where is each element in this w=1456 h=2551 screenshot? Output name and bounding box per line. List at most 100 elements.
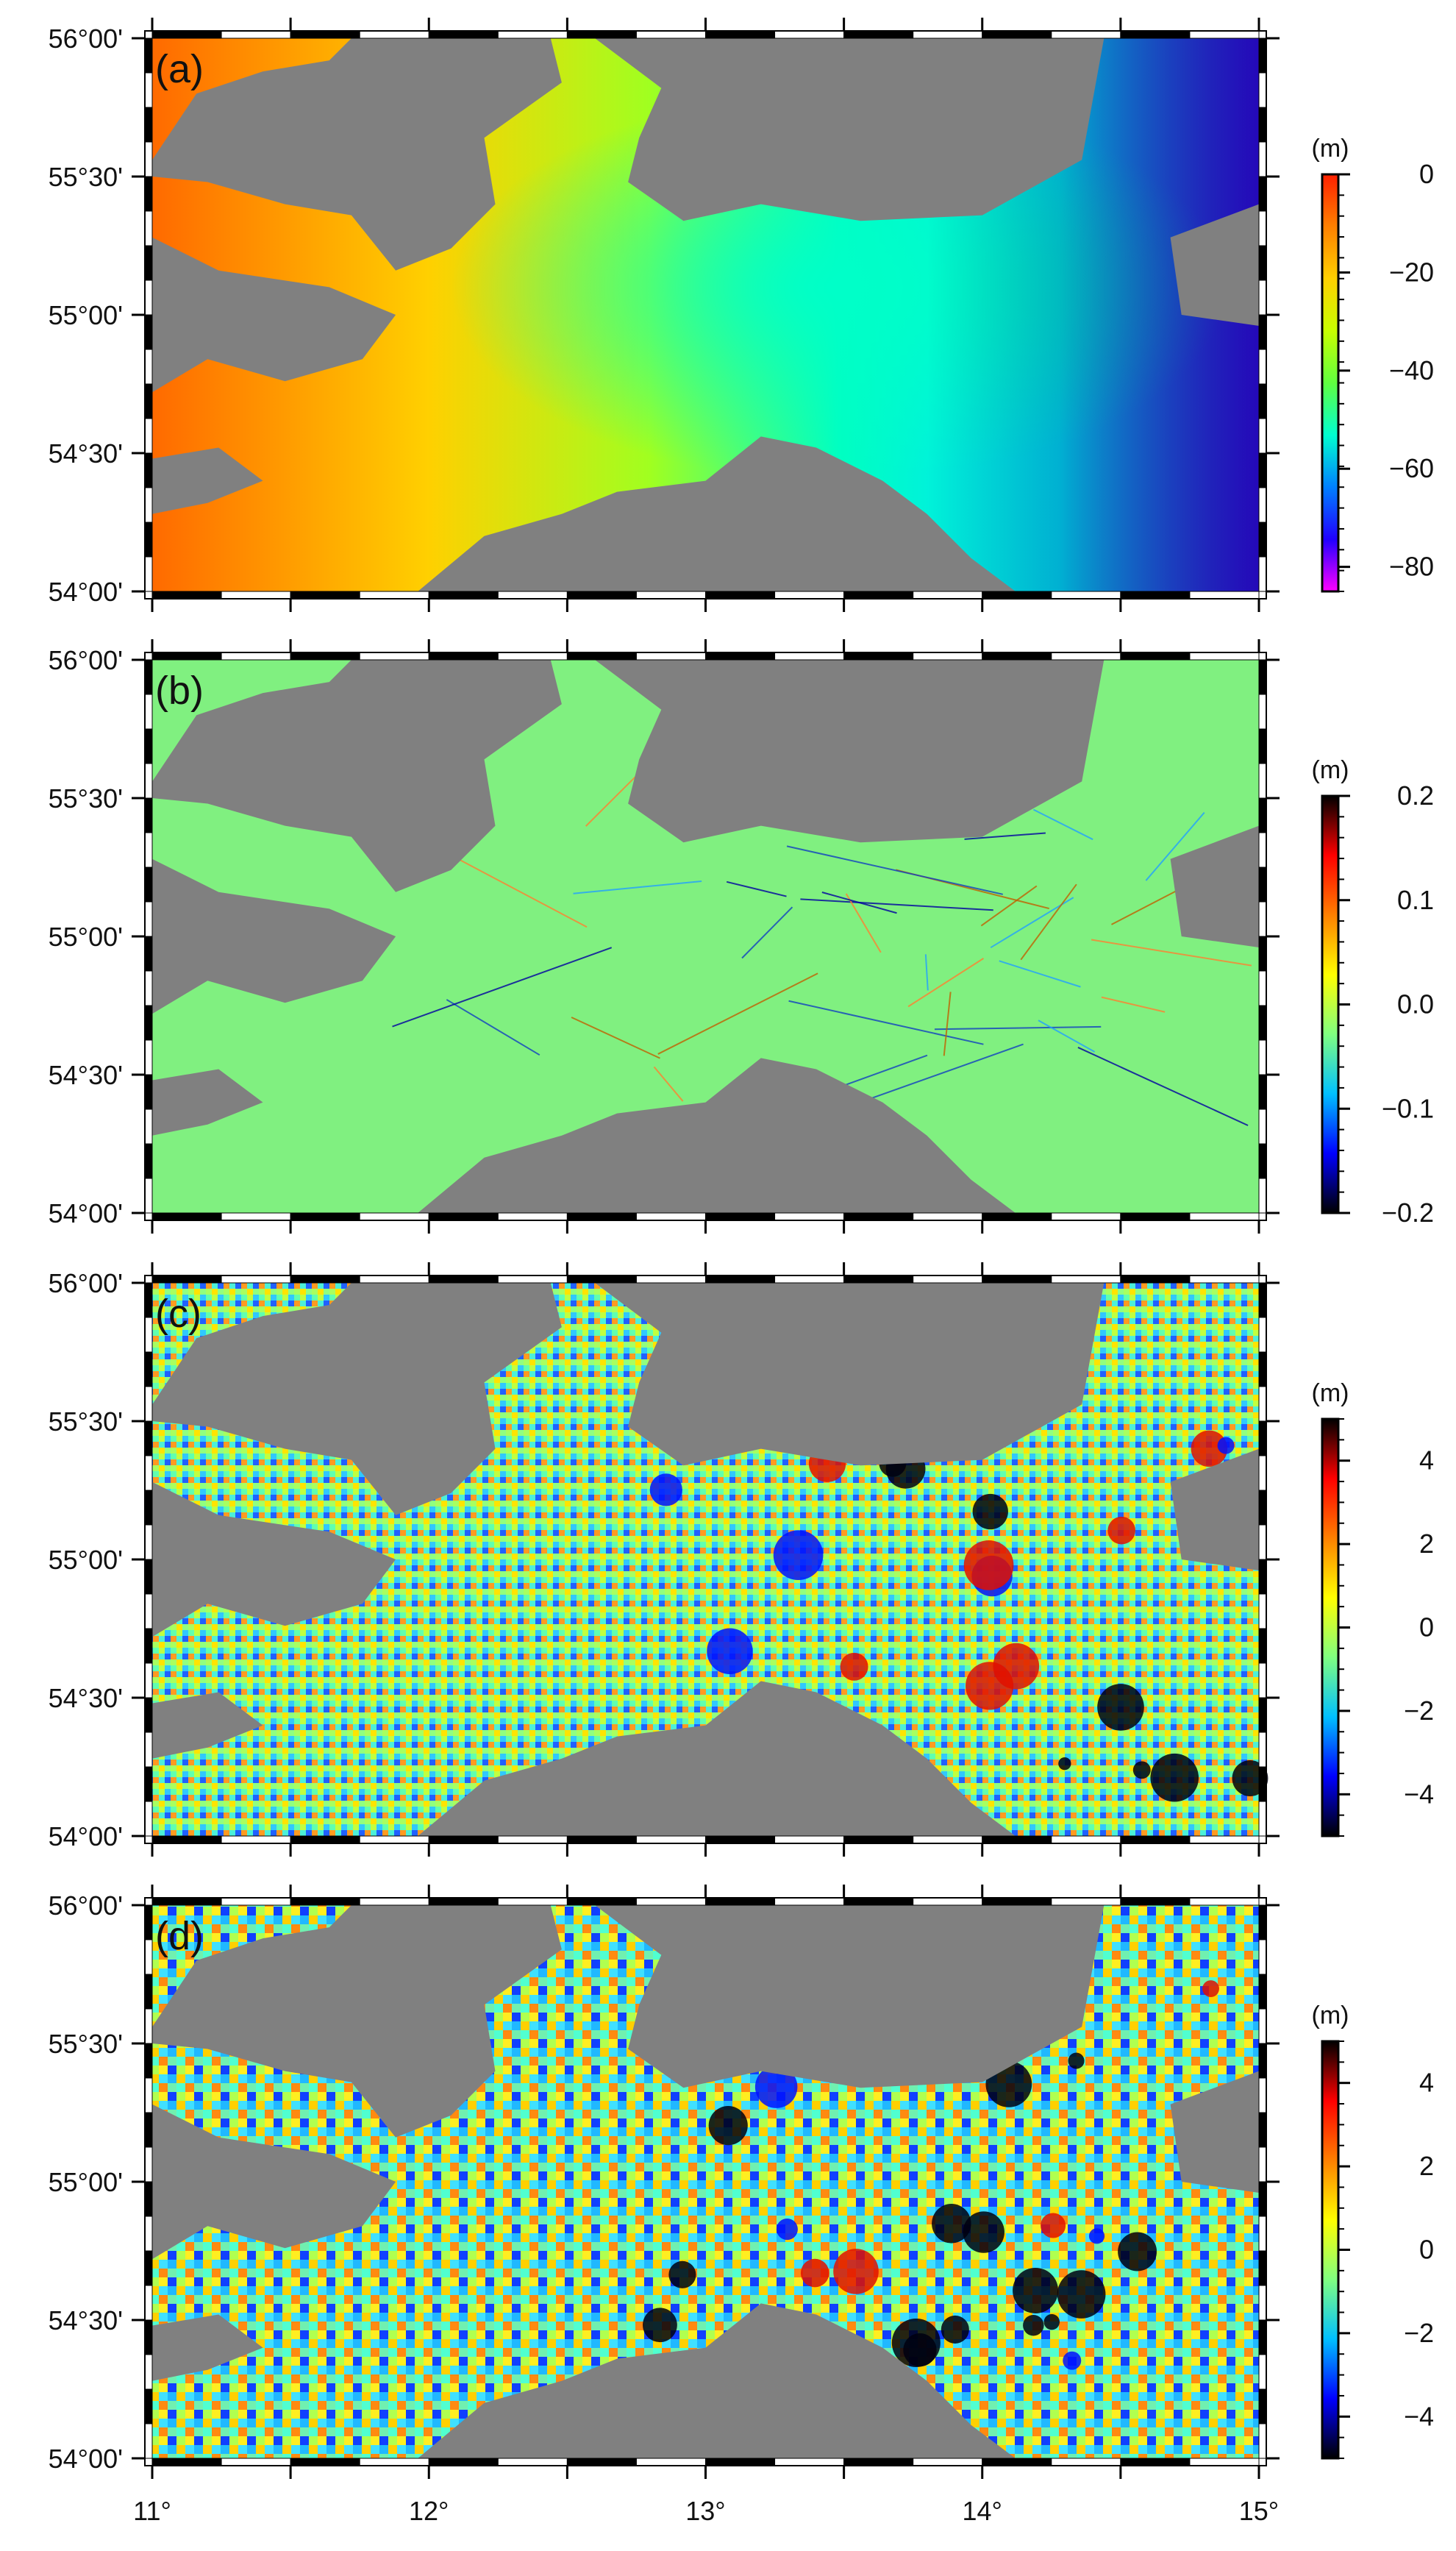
colorbar-gradient bbox=[1321, 2040, 1340, 2460]
frame-segment bbox=[1258, 1420, 1267, 1456]
map-panel-a: 56°00' 55°30' 55°00' 54°30' 54°00' (a) (m) 0 −20… bbox=[49, 18, 1434, 612]
frame-segment bbox=[705, 1275, 776, 1284]
anomaly-blob bbox=[668, 2260, 696, 2288]
anomaly-blob bbox=[833, 2249, 879, 2294]
frame-segment bbox=[151, 1212, 222, 1221]
frame-segment bbox=[221, 1212, 291, 1221]
survey-track-line bbox=[1101, 996, 1166, 1013]
colorbar-tick-label: −2 bbox=[1404, 2318, 1434, 2348]
frame-segment bbox=[982, 1212, 1052, 1221]
land-area bbox=[595, 1905, 1105, 2088]
lat-tick-label: 54°30' bbox=[49, 438, 123, 469]
frame-segment bbox=[1258, 176, 1267, 212]
frame-segment bbox=[359, 1835, 429, 1844]
frame-segment bbox=[1258, 141, 1267, 177]
frame-segment bbox=[144, 522, 153, 558]
frame-segment bbox=[1258, 349, 1267, 385]
colorbar-gradient bbox=[1321, 794, 1340, 1214]
survey-track-line bbox=[845, 893, 882, 953]
panel-label: (c) bbox=[155, 1292, 201, 1336]
panel-label: (a) bbox=[155, 47, 204, 91]
frame-segment bbox=[497, 1897, 568, 1906]
frame-segment bbox=[144, 245, 153, 281]
frame-segment bbox=[1258, 487, 1267, 523]
anomaly-blob bbox=[1013, 2267, 1059, 2313]
frame-segment bbox=[774, 652, 845, 661]
colorbar-unit: (m) bbox=[1312, 135, 1349, 163]
frame-segment bbox=[144, 1593, 153, 1629]
anomaly-blob bbox=[1118, 2232, 1157, 2271]
frame-segment bbox=[705, 591, 776, 599]
anomaly-blob bbox=[941, 2315, 969, 2344]
lat-tick-label: 54°30' bbox=[49, 1683, 123, 1713]
land-area bbox=[152, 2314, 263, 2381]
frame-segment bbox=[1258, 418, 1267, 454]
frame-segment bbox=[144, 1490, 153, 1526]
survey-track-line bbox=[1020, 883, 1077, 961]
survey-track-line bbox=[571, 1017, 660, 1059]
frame-segment bbox=[359, 1275, 429, 1284]
frame-segment bbox=[913, 1212, 983, 1221]
survey-track-line bbox=[851, 1043, 1024, 1106]
anomaly-blob bbox=[649, 1473, 682, 1506]
frame-segment bbox=[290, 1835, 360, 1844]
frame-segment bbox=[1258, 1801, 1267, 1837]
colorbar-tick-label: 2 bbox=[1419, 2151, 1434, 2181]
colorbar-unit: (m) bbox=[1312, 1379, 1349, 1407]
frame-segment bbox=[1258, 522, 1267, 558]
frame-segment bbox=[1051, 30, 1121, 39]
frame-segment bbox=[144, 2146, 153, 2182]
frame-segment bbox=[635, 1212, 706, 1221]
frame-segment bbox=[144, 1005, 153, 1041]
frame-segment bbox=[1051, 652, 1121, 661]
frame-segment bbox=[705, 1835, 776, 1844]
lon-tick-label: 13° bbox=[685, 2496, 725, 2526]
frame-segment bbox=[144, 1766, 153, 1802]
lat-tick-label: 54°30' bbox=[49, 1060, 123, 1090]
survey-track-line bbox=[741, 906, 793, 959]
frame-segment bbox=[144, 1282, 153, 1318]
frame-segment bbox=[144, 1351, 153, 1387]
frame-segment bbox=[1051, 1212, 1121, 1221]
survey-track-line bbox=[657, 972, 818, 1055]
frame-segment bbox=[1258, 659, 1267, 695]
frame-segment bbox=[1258, 1039, 1267, 1075]
lat-tick-label: 55°30' bbox=[49, 162, 123, 192]
frame-segment bbox=[144, 1628, 153, 1664]
frame-segment bbox=[151, 2458, 222, 2466]
frame-segment bbox=[144, 2285, 153, 2321]
frame-segment bbox=[635, 1275, 706, 1284]
anomaly-blob bbox=[963, 2211, 1004, 2253]
land-area bbox=[418, 1681, 1016, 1836]
survey-track-line bbox=[726, 880, 787, 897]
frame-segment bbox=[144, 763, 153, 799]
frame-segment bbox=[1258, 1628, 1267, 1664]
frame-segment bbox=[428, 2458, 499, 2466]
anomaly-blob bbox=[1150, 1753, 1199, 1802]
frame-segment bbox=[144, 797, 153, 833]
anomaly-blob bbox=[1068, 2052, 1085, 2069]
anomaly-blob bbox=[643, 2308, 677, 2343]
frame-segment bbox=[221, 591, 291, 599]
frame-segment bbox=[1258, 2216, 1267, 2252]
lat-tick-label: 54°00' bbox=[49, 1821, 123, 1851]
panel-label: (b) bbox=[155, 669, 204, 713]
frame-segment bbox=[1258, 1662, 1267, 1698]
frame-segment bbox=[144, 1904, 153, 1940]
frame-segment bbox=[913, 2458, 983, 2466]
frame-segment bbox=[221, 652, 291, 661]
anomaly-blob bbox=[1063, 2351, 1082, 2370]
colorbar-tick-label: −0.2 bbox=[1382, 1198, 1434, 1228]
frame-segment bbox=[913, 652, 983, 661]
frame-segment bbox=[1258, 1490, 1267, 1526]
frame-segment bbox=[774, 1897, 845, 1906]
colorbar-tick-label: 0.1 bbox=[1397, 885, 1434, 915]
frame-segment bbox=[144, 487, 153, 523]
frame-segment bbox=[497, 591, 568, 599]
frame-segment bbox=[428, 1212, 499, 1221]
anomaly-blob bbox=[903, 2333, 937, 2367]
lat-tick-label: 56°00' bbox=[49, 1890, 123, 1921]
frame-segment bbox=[1258, 2285, 1267, 2321]
colorbar-tick-label: −40 bbox=[1389, 355, 1434, 385]
